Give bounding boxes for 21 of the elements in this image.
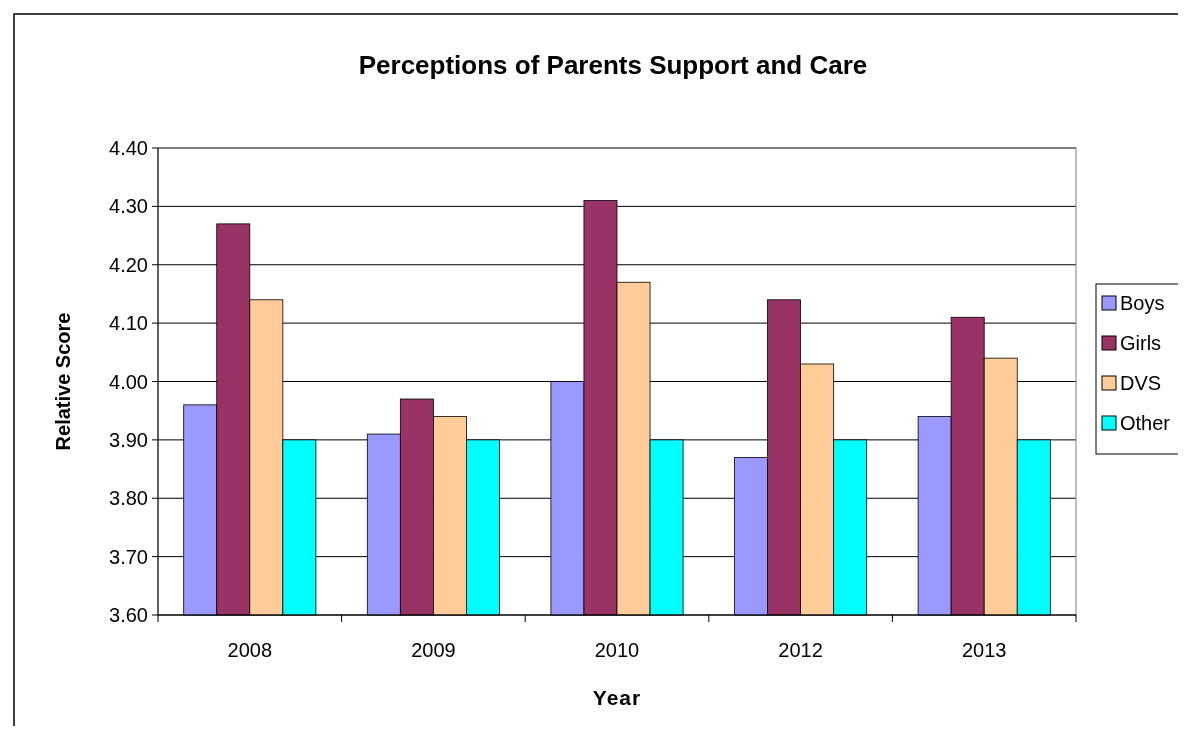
y-tick-label: 4.40 <box>109 137 148 159</box>
x-tick-label: 2009 <box>411 639 456 661</box>
x-tick-label: 2010 <box>594 639 640 661</box>
y-tick-label: 3.60 <box>109 604 148 626</box>
chart-title: Perceptions of Parents Support and Care <box>358 50 868 80</box>
x-tick-label: 2008 <box>227 639 273 661</box>
x-tick-label: 2012 <box>778 639 823 661</box>
x-axis-title: Year <box>592 686 642 709</box>
legend-label: DVS <box>1120 372 1162 394</box>
y-tick-label: 3.70 <box>109 545 148 568</box>
legend-label: Other <box>1120 412 1171 434</box>
y-tick-label: 4.30 <box>109 195 148 218</box>
y-tick-label: 3.80 <box>109 487 148 510</box>
y-tick-label: 4.20 <box>109 253 148 276</box>
legend-label: Boys <box>1120 292 1165 314</box>
y-tick-label: 3.90 <box>109 428 148 451</box>
y-tick-label: 4.00 <box>109 370 148 393</box>
x-tick-label: 2013 <box>961 639 1007 661</box>
y-tick-label: 4.10 <box>109 312 148 335</box>
legend-label: Girls <box>1120 332 1162 354</box>
y-axis-title: Relative Score <box>52 312 74 451</box>
